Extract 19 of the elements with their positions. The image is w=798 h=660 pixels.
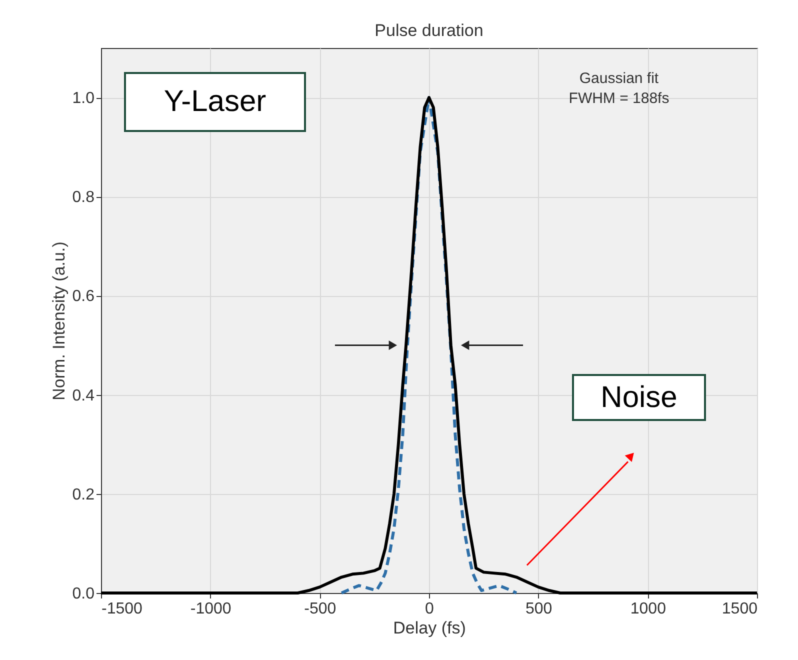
annotation: Noise [600, 381, 678, 414]
y-tick-label: 1.0 [72, 90, 95, 108]
x-tick-label: 1500 [722, 600, 758, 618]
chart-title: Pulse duration [374, 21, 484, 40]
y-tick-label: 0.0 [72, 586, 95, 602]
x-tick-label: 500 [525, 600, 552, 618]
annotation: Y-Laser [164, 85, 266, 118]
x-tick-label: -1500 [102, 600, 143, 618]
annotation: Gaussian fit FWHM = 188fs [568, 70, 670, 107]
x-tick-label: -500 [304, 600, 336, 618]
y-tick-label: 0.4 [72, 387, 95, 404]
y-tick-label: 0.6 [72, 288, 95, 306]
y-tick-label: 0.2 [72, 486, 95, 504]
y-tick-label: 0.8 [72, 189, 95, 206]
x-axis-title: Delay (fs) [393, 618, 466, 638]
x-tick-label: 0 [425, 600, 434, 618]
x-tick-label: 1000 [630, 600, 666, 618]
y-axis-title: Norm. Intensity (a.u.) [49, 242, 68, 400]
x-tick-label: -1000 [190, 600, 232, 618]
